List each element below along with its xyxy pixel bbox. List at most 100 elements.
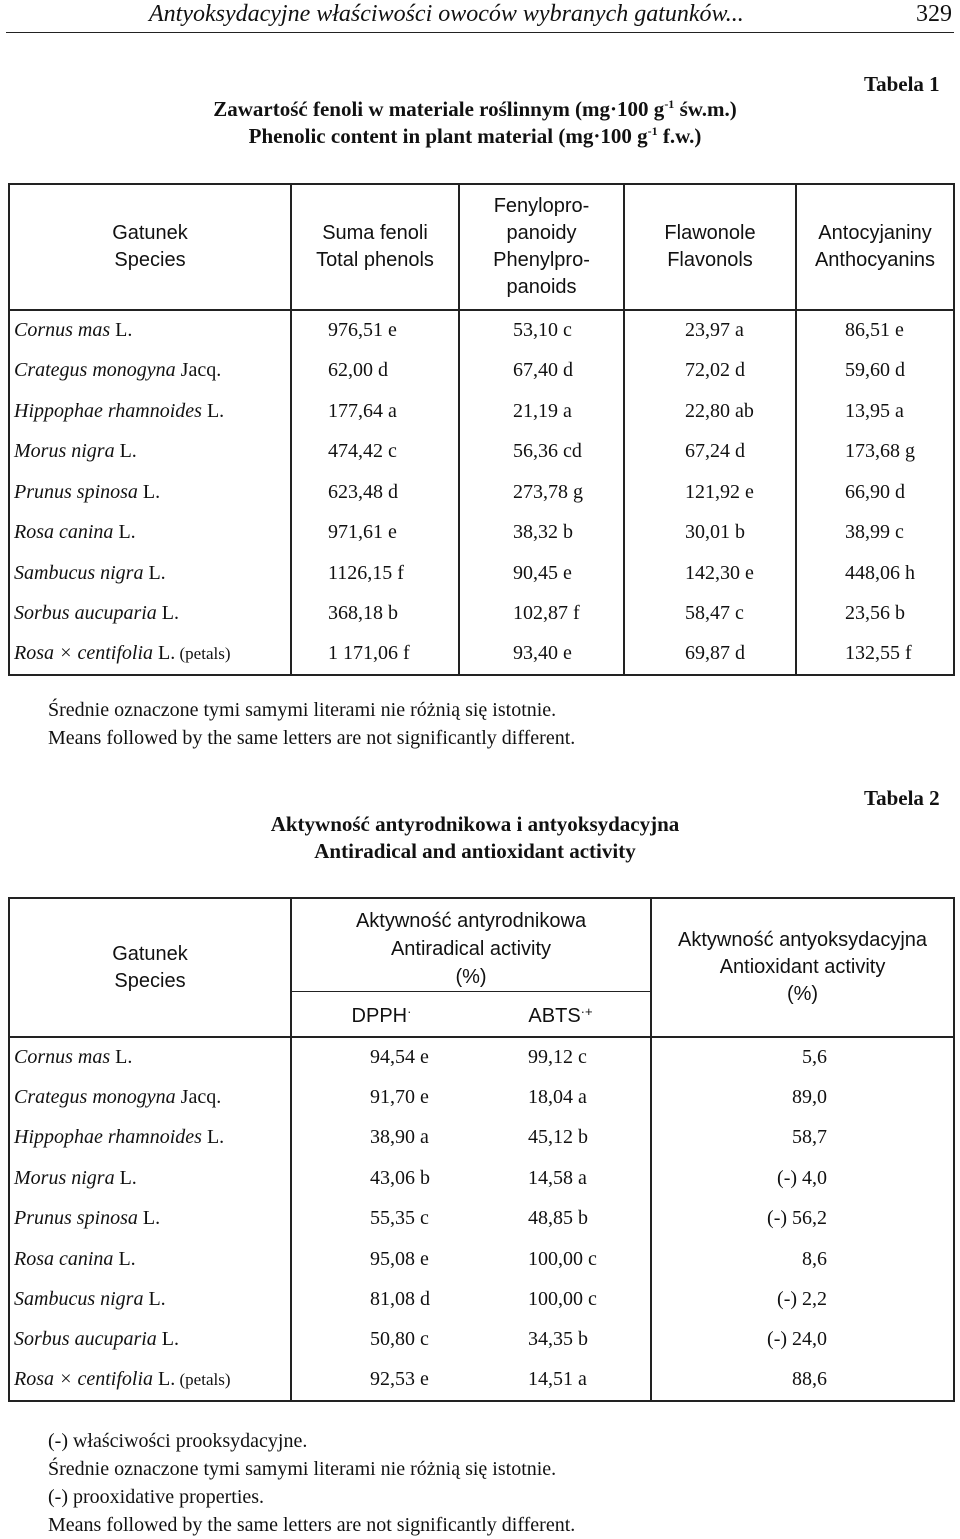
- species-cell: Crategus monogyna Jacq.: [9, 351, 291, 392]
- species-cell: Rosa canina L.: [9, 1239, 291, 1279]
- species-author: L.: [156, 1328, 180, 1351]
- value-cell: 23,97 a: [623, 310, 796, 351]
- species-name: Morus nigra: [14, 440, 115, 463]
- table-row: Cornus mas L. 94,54 e 99,12 c 5,6: [9, 1037, 955, 1078]
- value-cell: (-) 2,2: [650, 1279, 955, 1320]
- value-cell: 59,60 d: [795, 350, 954, 391]
- species-name: Prunus spinosa: [14, 480, 138, 503]
- running-head-title: Antyoksydacyjne właściwości owoców wybra…: [149, 1, 744, 27]
- value-cell: 66,90 d: [795, 472, 954, 513]
- value-cell: 273,78 g: [458, 472, 624, 513]
- table-row: Rosa canina L. 95,08 e 100,00 c 8,6: [9, 1238, 955, 1280]
- species-cell: Hippophae rhamnoides L.: [9, 391, 291, 432]
- species-name: Rosa × centifolia: [14, 1368, 154, 1391]
- species-author: Jacq.: [175, 1086, 222, 1109]
- table1-caption: Zawartość fenoli w materiale roślinnym (…: [150, 96, 800, 150]
- species-name: Hippophae rhamnoides: [14, 1126, 202, 1149]
- t2-header-abts: ABTS·+: [471, 991, 652, 1038]
- species-cell: Cornus mas L.: [9, 310, 291, 351]
- value-cell: 14,58 a: [528, 1166, 587, 1189]
- species-author: L.: [201, 399, 225, 422]
- value-cell: 38,90 a: [290, 1117, 471, 1159]
- species-name: Sorbus aucuparia: [14, 602, 157, 625]
- value-cell: 474,42 c: [290, 431, 459, 472]
- value-cell: (-) 4,0: [650, 1158, 955, 1199]
- table1: Gatunek Species Suma fenoli Total phenols …: [8, 183, 955, 676]
- table-row: Rosa canina L. 971,61 e 38,32 b 30,01 b 38,9…: [9, 512, 954, 553]
- value-cell: 43,06 b: [290, 1158, 471, 1199]
- value-cell: 14,51 a: [528, 1368, 587, 1391]
- species-cell: Sorbus aucuparia L.: [9, 1320, 291, 1360]
- table-row: Hippophae rhamnoides L. 177,64 a 21,19 a 22…: [9, 391, 954, 432]
- header-total-phenols: Suma fenoli Total phenols: [290, 184, 459, 311]
- value-cell: 173,68 g: [795, 431, 954, 472]
- value-cell: 100,00 c: [528, 1288, 597, 1311]
- value-cell: 102,87 f: [458, 593, 624, 634]
- value-cell: 53,10 c: [458, 310, 624, 351]
- value-cell: 94,54 e: [290, 1037, 471, 1078]
- species-name: Rosa × centifolia: [14, 642, 154, 665]
- value-cell: 368,18 b: [290, 593, 459, 634]
- value-cell: 72,02 d: [623, 350, 796, 391]
- species-author: L.: [137, 480, 161, 503]
- value-cell: 48,85 b: [528, 1207, 588, 1230]
- value-cell: 177,64 a: [290, 391, 459, 432]
- table-row: Sorbus aucuparia L. 368,18 b 102,87 f 58,47…: [9, 593, 954, 634]
- value-cell: 18,04 a: [528, 1086, 587, 1109]
- species-author: Jacq.: [175, 359, 222, 382]
- value-cell: 67,40 d: [458, 350, 624, 391]
- value-cell: 623,48 d: [290, 472, 459, 513]
- species-name: Crategus monogyna: [14, 1086, 176, 1109]
- species-author: L.: [153, 642, 176, 665]
- value-cell: 448,06 h: [795, 553, 954, 594]
- species-name: Rosa canina: [14, 1247, 114, 1270]
- species-author: L.: [113, 521, 136, 544]
- value-cell: 69,87 d: [623, 634, 796, 675]
- table2-caption-en: Antiradical and antioxidant activity: [314, 839, 636, 863]
- species-author: L.: [153, 1368, 176, 1391]
- species-author: L.: [114, 440, 137, 463]
- table-row: Morus nigra L. 474,42 c 56,36 cd 67,24 d 173…: [9, 431, 954, 472]
- table2-label: Tabela 2: [864, 786, 940, 810]
- value-cell: 38,32 b: [458, 512, 624, 553]
- value-cell: 50,80 c: [290, 1319, 471, 1361]
- species-cell: Cornus mas L.: [9, 1037, 291, 1077]
- species-cell: Sambucus nigra L.: [9, 553, 291, 594]
- table2-header-row-2: DPPH· ABTS·+: [9, 991, 954, 1038]
- t2-header-antioxidant: Aktywność antyoksydacyjna Antioxidant act…: [650, 898, 955, 1038]
- species-name: Hippophae rhamnoides: [14, 399, 202, 422]
- species-name: Crategus monogyna: [14, 359, 176, 382]
- species-cell: Prunus spinosa L.: [9, 1199, 291, 1239]
- value-cell: 90,45 e: [458, 553, 624, 594]
- table-row: Morus nigra L. 43,06 b 14,58 a (-) 4,0: [9, 1158, 955, 1199]
- header-anthocyanins: Antocyjaniny Anthocyanins: [795, 184, 954, 311]
- value-cell: 89,0: [650, 1077, 955, 1118]
- species-cell: Sambucus nigra L.: [9, 1279, 291, 1319]
- species-cell: Hippophae rhamnoides L.: [9, 1118, 291, 1158]
- species-cell: Morus nigra L.: [9, 1158, 291, 1198]
- value-cell: 21,19 a: [458, 391, 624, 432]
- table2-caption-pl: Aktywność antyrodnikowa i antyoksydacyjn…: [270, 812, 680, 836]
- value-cell: 38,99 c: [795, 512, 954, 553]
- value-cell: 88,6: [650, 1360, 955, 1401]
- table-row: Rosa × centifolia L. (petals) 92,53 e 14,5…: [9, 1360, 955, 1401]
- table-row: Sambucus nigra L. 81,08 d 100,00 c (-) 2,2: [9, 1279, 955, 1320]
- species-cell: Rosa × centifolia L. (petals): [9, 634, 291, 675]
- value-cell: 971,61 e: [290, 512, 459, 553]
- table1-header-row: Gatunek Species Suma fenoli Total phenols …: [9, 184, 954, 311]
- table-row: Prunus spinosa L. 55,35 c 48,85 b (-) 56,2: [9, 1198, 955, 1239]
- value-cell: 67,24 d: [623, 431, 796, 472]
- table-row: Prunus spinosa L. 623,48 d 273,78 g 121,92 …: [9, 472, 954, 513]
- species-name: Morus nigra: [14, 1166, 115, 1189]
- table1-caption-pl: Zawartość fenoli w materiale roślinnym (…: [213, 97, 737, 121]
- value-cell: 58,47 c: [623, 593, 796, 634]
- t2-header-species: Gatunek Species: [9, 898, 291, 1038]
- value-cell: 95,08 e: [290, 1238, 471, 1280]
- value-cell: 99,12 c: [528, 1046, 587, 1069]
- value-cell: 1 171,06 f: [290, 634, 459, 675]
- table2-notes: (-) właściwości prooksydacyjne. Średnie …: [48, 1427, 575, 1539]
- value-cell: 86,51 e: [795, 310, 954, 351]
- value-cell: 81,08 d: [290, 1279, 471, 1320]
- value-cell: 22,80 ab: [623, 391, 796, 432]
- t2-header-antiradical: Aktywność antyrodnikowa Antiradical activ…: [289, 898, 652, 992]
